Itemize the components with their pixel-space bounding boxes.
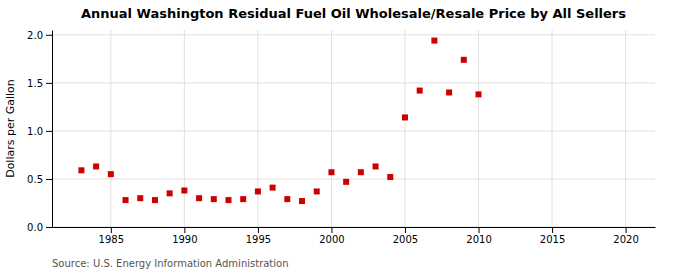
y-axis-title: Dollars per Gallon: [4, 79, 17, 178]
tick: 1.0: [27, 126, 52, 137]
tick-mark: [479, 227, 480, 233]
tick-label: 2020: [613, 234, 638, 245]
grid-line: [625, 30, 626, 227]
tick-mark: [46, 179, 52, 180]
grid-line: [404, 30, 405, 227]
point: [328, 169, 334, 175]
tick: 1985: [99, 227, 124, 245]
grid-line: [52, 227, 655, 228]
grid-line: [257, 30, 258, 227]
tick: 2.0: [27, 30, 52, 41]
point: [431, 38, 437, 44]
grid-line: [552, 30, 553, 227]
tick: 2015: [540, 227, 565, 245]
point: [402, 114, 408, 120]
tick-mark: [405, 227, 406, 233]
y-axis: 0.0 0.5 1.0 1.5 2.0: [27, 30, 52, 233]
tick-mark: [46, 131, 52, 132]
point: [476, 91, 482, 97]
grid: [52, 30, 655, 227]
point: [123, 197, 129, 203]
tick: 2010: [466, 227, 491, 245]
grid-line: [478, 30, 479, 227]
tick-label: 2015: [540, 234, 565, 245]
tick-label: 0.5: [27, 174, 43, 185]
tick-label: 2000: [319, 234, 344, 245]
point: [417, 88, 423, 94]
grid-line: [52, 178, 655, 179]
tick-mark: [46, 35, 52, 36]
annotation: Source: U.S. Energy Information Administ…: [52, 258, 289, 269]
point: [284, 196, 290, 202]
point: [314, 188, 320, 194]
x-axis: 1985 1990 1995 2000 2005 2010 2015 2020: [53, 227, 656, 245]
grid-line: [52, 130, 655, 131]
tick: 1990: [172, 227, 197, 245]
tick-mark: [626, 227, 627, 233]
point: [446, 89, 452, 95]
tick: 2000: [319, 227, 344, 245]
grid-line: [52, 82, 655, 83]
tick-mark: [552, 227, 553, 233]
tick-label: 0.0: [27, 222, 43, 233]
point: [108, 171, 114, 177]
grid-line: [52, 34, 655, 35]
plot: 1985 1990 1995 2000 2005 2010 2015 2020 0.0 0.5 1.…: [27, 30, 655, 246]
axis-line: [52, 31, 53, 228]
point: [343, 179, 349, 185]
point: [240, 196, 246, 202]
tick-label: 2010: [466, 234, 491, 245]
axis-line: [53, 227, 656, 228]
tick: 0.5: [27, 174, 52, 185]
tick-mark: [184, 227, 185, 233]
point: [358, 169, 364, 175]
chart: 1985 1990 1995 2000 2005 2010 2015 2020 0.0 0.5 1.…: [0, 0, 675, 275]
tick-mark: [46, 227, 52, 228]
tick-label: 1995: [246, 234, 271, 245]
point: [137, 195, 143, 201]
point: [387, 174, 393, 180]
point: [167, 190, 173, 196]
point: [152, 197, 158, 203]
tick: 2005: [393, 227, 418, 245]
tick-label: 1990: [172, 234, 197, 245]
tick: 2020: [613, 227, 638, 245]
point: [270, 185, 276, 191]
point: [255, 188, 261, 194]
point: [225, 197, 231, 203]
point: [299, 198, 305, 204]
grid-line: [331, 30, 332, 227]
tick-mark: [46, 83, 52, 84]
tick: 1.5: [27, 78, 52, 89]
point: [181, 187, 187, 193]
grid-line: [110, 30, 111, 227]
tick-label: 1985: [99, 234, 124, 245]
point: [461, 57, 467, 63]
tick-label: 2005: [393, 234, 418, 245]
tick-label: 2.0: [27, 30, 43, 41]
point: [373, 163, 379, 169]
point: [211, 196, 217, 202]
point: [196, 195, 202, 201]
tick-mark: [331, 227, 332, 233]
title: Annual Washington Residual Fuel Oil Whol…: [81, 6, 626, 21]
grid-line: [184, 30, 185, 227]
tick: 0.0: [27, 222, 52, 233]
tick-mark: [111, 227, 112, 233]
point: [93, 163, 99, 169]
tick-mark: [258, 227, 259, 233]
tick-label: 1.0: [27, 126, 43, 137]
tick: 1995: [246, 227, 271, 245]
points: [78, 38, 481, 204]
tick-label: 1.5: [27, 78, 43, 89]
point: [78, 167, 84, 173]
